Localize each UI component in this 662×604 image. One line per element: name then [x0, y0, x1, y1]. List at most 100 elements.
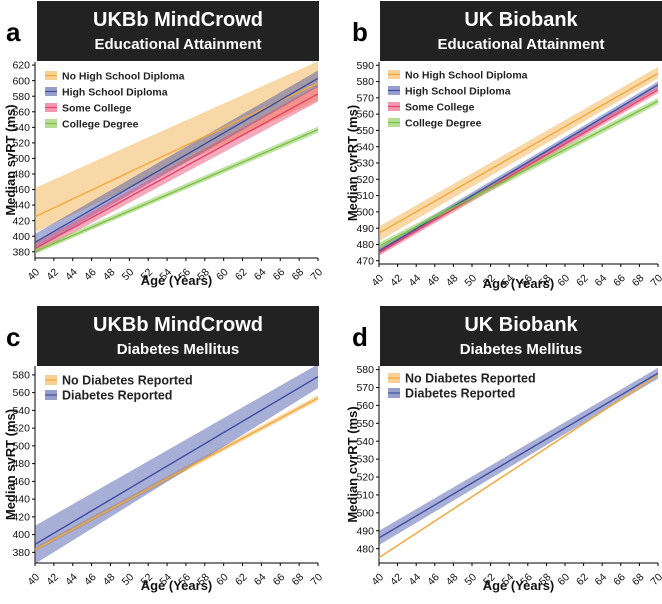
y-axis-label: Median cvrRT (ms) — [345, 105, 360, 221]
y-tick-label: 500 — [12, 440, 30, 452]
y-tick-label: 500 — [356, 507, 374, 519]
x-tick-label: 42 — [44, 266, 61, 283]
y-tick-label: 590 — [356, 60, 374, 72]
y-tick-label: 490 — [356, 223, 374, 235]
y-tick-label: 560 — [12, 106, 30, 118]
x-tick-label: 42 — [44, 571, 61, 588]
y-tick-label: 380 — [12, 547, 30, 559]
chart-subtitle: Diabetes Mellitus — [460, 341, 583, 358]
confidence-band-1 — [379, 367, 658, 546]
x-tick-label: 48 — [444, 571, 461, 588]
x-tick-label: 40 — [25, 266, 42, 283]
y-tick-label: 490 — [356, 525, 374, 537]
legend-label: No Diabetes Reported — [62, 374, 193, 388]
y-axis-label: Median svRT (ms) — [3, 409, 18, 520]
series-line-0 — [35, 397, 318, 551]
plot-area — [35, 366, 318, 563]
confidence-band-2 — [35, 85, 318, 254]
x-tick-label: 44 — [407, 571, 424, 588]
x-tick-label: 64 — [252, 266, 269, 283]
y-tick-label: 620 — [12, 60, 30, 72]
x-tick-label: 48 — [101, 571, 118, 588]
chart-title: UK Biobank — [464, 9, 578, 31]
x-tick-label: 50 — [120, 266, 137, 283]
legend-label: No High School Diploma — [62, 71, 185, 83]
series-line-2 — [35, 93, 318, 250]
x-tick-label: 40 — [369, 571, 386, 588]
x-tick-label: 64 — [252, 571, 269, 588]
x-tick-label: 46 — [425, 571, 442, 588]
panel-letter: d — [352, 322, 368, 352]
y-tick-label: 540 — [356, 141, 374, 153]
x-tick-label: 50 — [462, 272, 479, 289]
y-tick-label: 580 — [356, 364, 374, 376]
legend-label: Some College — [405, 102, 475, 114]
y-tick-label: 510 — [356, 490, 374, 502]
x-tick-label: 66 — [611, 272, 628, 289]
plot-area — [379, 367, 658, 559]
x-tick-label: 48 — [101, 266, 118, 283]
y-tick-label: 550 — [356, 125, 374, 137]
plot-area — [379, 66, 658, 256]
x-axis-label: Age (Years) — [483, 276, 555, 291]
y-tick-label: 520 — [12, 423, 30, 435]
x-tick-label: 46 — [82, 571, 99, 588]
x-tick-label: 50 — [120, 571, 137, 588]
y-tick-label: 540 — [12, 122, 30, 134]
y-tick-label: 520 — [12, 137, 30, 149]
title-banner — [380, 1, 662, 61]
x-tick-label: 44 — [63, 266, 80, 283]
x-tick-label: 68 — [289, 266, 306, 283]
y-tick-label: 580 — [356, 76, 374, 88]
series-line-3 — [35, 129, 318, 253]
x-tick-label: 68 — [630, 272, 647, 289]
x-tick-label: 66 — [271, 266, 288, 283]
x-tick-label: 68 — [630, 571, 647, 588]
y-axis-label: Median svRT (ms) — [3, 104, 18, 215]
y-tick-label: 560 — [12, 387, 30, 399]
x-tick-label: 66 — [611, 571, 628, 588]
panel-letter: a — [6, 17, 21, 47]
y-tick-label: 420 — [12, 215, 30, 227]
x-tick-label: 68 — [289, 571, 306, 588]
x-tick-label: 42 — [388, 272, 405, 289]
x-tick-label: 60 — [555, 272, 572, 289]
y-tick-label: 530 — [356, 454, 374, 466]
y-tick-label: 600 — [12, 75, 30, 87]
y-axis-label: Median cvrRT (ms) — [345, 406, 360, 522]
y-tick-label: 470 — [356, 255, 374, 267]
x-tick-label: 40 — [25, 571, 42, 588]
x-axis-label: Age (Years) — [483, 578, 555, 593]
x-tick-label: 62 — [233, 266, 250, 283]
chart-subtitle: Educational Attainment — [95, 36, 262, 53]
y-tick-label: 440 — [12, 200, 30, 212]
legend-label: Some College — [62, 103, 132, 115]
y-tick-label: 540 — [356, 436, 374, 448]
series-line-1 — [379, 372, 658, 539]
x-tick-label: 60 — [214, 571, 231, 588]
x-tick-label: 60 — [555, 571, 572, 588]
x-tick-label: 62 — [574, 571, 591, 588]
y-tick-label: 520 — [356, 174, 374, 186]
chart-subtitle: Educational Attainment — [438, 36, 605, 53]
y-tick-label: 570 — [356, 382, 374, 394]
legend-label: College Degree — [405, 118, 482, 130]
y-tick-label: 500 — [356, 206, 374, 218]
x-tick-label: 46 — [425, 272, 442, 289]
y-tick-label: 560 — [356, 109, 374, 121]
x-tick-label: 70 — [648, 272, 662, 289]
y-tick-label: 460 — [12, 476, 30, 488]
panel-c: c UKBb MindCrowd Diabetes Mellitus 380 400 42… — [3, 306, 325, 593]
y-tick-label: 400 — [12, 231, 30, 243]
y-tick-label: 400 — [12, 529, 30, 541]
confidence-band-0 — [379, 66, 658, 242]
y-tick-label: 580 — [12, 91, 30, 103]
y-tick-label: 380 — [12, 246, 30, 258]
title-banner — [380, 306, 662, 366]
chart-title: UK Biobank — [464, 314, 578, 336]
panel-b: b UK Biobank Educational Attainment 470 480 4… — [345, 1, 662, 291]
panel-d: d UK Biobank Diabetes Mellitus 480 490 500 510… — [345, 306, 662, 593]
panel-letter: b — [352, 17, 368, 47]
x-tick-label: 44 — [407, 272, 424, 289]
